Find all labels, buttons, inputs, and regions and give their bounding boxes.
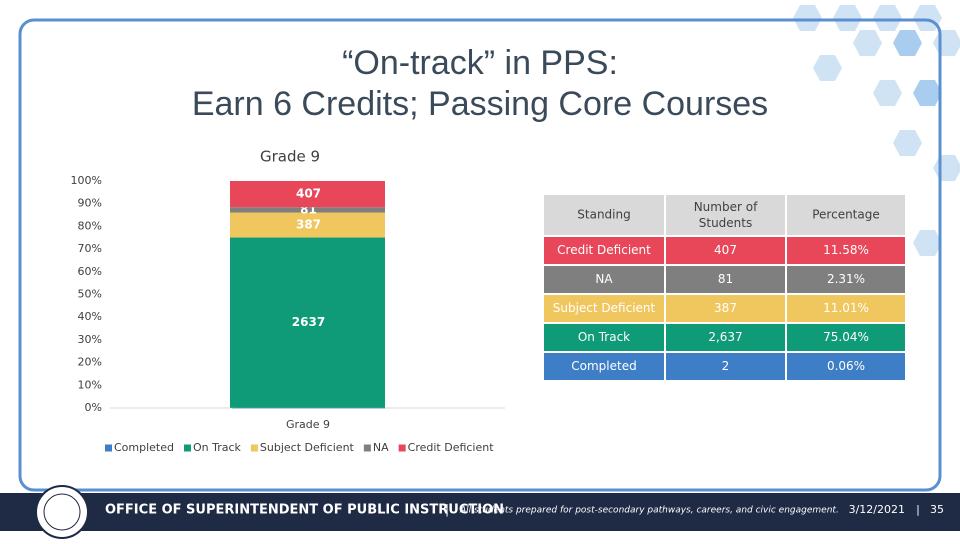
y-tick-label: 90%: [78, 197, 102, 210]
data-label: 2637: [292, 315, 325, 329]
legend-label: On Track: [193, 441, 242, 454]
legend-label: Credit Deficient: [408, 441, 495, 454]
footer-page: 35: [930, 503, 944, 516]
footer-separator: |: [445, 503, 449, 517]
title-line: Earn 6 Credits; Passing Core Courses: [192, 85, 768, 123]
table-cell-text: 75.04%: [823, 330, 869, 344]
footer-motto: All students prepared for post-secondary…: [459, 506, 839, 516]
y-tick-label: 30%: [78, 333, 102, 346]
table-cell: [544, 324, 664, 351]
table-cell: [666, 353, 785, 380]
seal-ring: [43, 493, 81, 531]
y-tick-label: 50%: [78, 288, 102, 301]
footer-bar: [0, 493, 960, 531]
legend-swatch: [250, 444, 258, 452]
bar-segment: [230, 212, 385, 238]
table-cell-text: 11.58%: [823, 243, 869, 257]
y-tick-label: 70%: [78, 242, 102, 255]
y-tick-label: 60%: [78, 265, 102, 278]
legend-swatch: [363, 444, 371, 452]
table-cell-text: 81: [718, 272, 733, 286]
bar-segment: [230, 181, 385, 208]
legend-swatch: [398, 444, 406, 452]
table-cell-text: Credit Deficient: [557, 243, 651, 257]
table-cell: [787, 237, 905, 264]
table-header-cell: [787, 195, 905, 235]
data-label: 407: [296, 187, 321, 201]
table-cell-text: 407: [714, 243, 737, 257]
legend-swatch: [105, 444, 112, 452]
title-line: “On-track” in PPS:: [342, 44, 618, 82]
footer-separator: |: [916, 503, 920, 516]
legend-label: Completed: [114, 441, 174, 454]
table-cell-text: 2.31%: [827, 272, 865, 286]
legend-swatch: [184, 444, 191, 452]
chart-title: Grade 9: [260, 148, 320, 166]
y-tick-label: 80%: [78, 219, 102, 232]
table-cell: [544, 353, 664, 380]
table-cell-text: 387: [714, 301, 737, 315]
table-cell: [666, 237, 785, 264]
y-tick-label: 100%: [71, 174, 102, 187]
bar-segment: [230, 407, 385, 409]
bar-segment: [230, 207, 385, 213]
footer-date: 3/12/2021: [849, 503, 905, 516]
y-tick-label: 40%: [78, 310, 102, 323]
table-cell: [787, 324, 905, 351]
table-cell: [544, 266, 664, 293]
table-header-cell: [544, 195, 664, 235]
table-cell: [787, 353, 905, 380]
y-tick-label: 0%: [85, 401, 102, 414]
table-cell: [544, 295, 664, 322]
table-header: Number of Students: [694, 200, 758, 230]
table-cell: [787, 295, 905, 322]
table-header: Percentage: [812, 208, 880, 222]
footer-office: OFFICE OF SUPERINTENDENT OF PUBLIC INSTR…: [105, 503, 504, 518]
table-cell: [787, 266, 905, 293]
table-cell-text: 2: [722, 359, 730, 373]
table-cell: [544, 237, 664, 264]
table-header: Standing: [577, 208, 630, 222]
legend-label: NA: [373, 441, 389, 454]
table-cell-text: NA: [595, 272, 613, 286]
table-cell-text: Subject Deficient: [553, 301, 656, 315]
table-cell: [666, 295, 785, 322]
data-label: 387: [296, 218, 321, 232]
table-cell-text: On Track: [578, 330, 630, 344]
x-axis-label: Grade 9: [286, 418, 330, 431]
table-cell-text: 11.01%: [823, 301, 869, 315]
table-cell: [666, 324, 785, 351]
table-cell-text: 2,637: [708, 330, 742, 344]
y-tick-label: 10%: [78, 378, 102, 391]
table-cell: [666, 266, 785, 293]
table-cell-text: 0.06%: [827, 359, 865, 373]
y-tick-label: 20%: [78, 356, 102, 369]
bar-segment: [230, 237, 385, 408]
table-header-cell: [666, 195, 785, 235]
slide-frame: [18, 18, 942, 492]
table-cell-text: Completed: [571, 359, 636, 373]
legend-label: Subject Deficient: [260, 441, 355, 454]
